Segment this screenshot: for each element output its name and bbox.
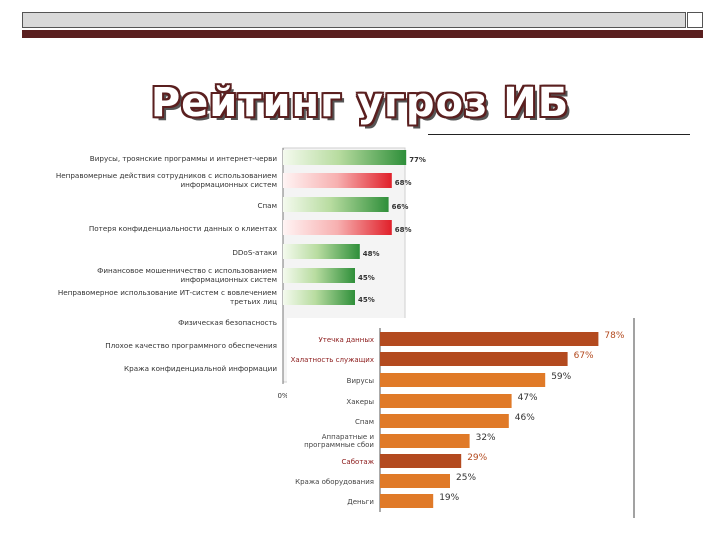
chart2-bar xyxy=(380,474,450,488)
chart2-bar xyxy=(380,332,599,346)
chart1-category-label: информационных систем xyxy=(181,180,277,189)
chart2-value-label: 25% xyxy=(456,473,476,483)
chart2-value-label: 46% xyxy=(515,413,535,423)
chart2-bar xyxy=(380,414,509,428)
chart1-value-label: 45% xyxy=(358,274,375,282)
chart1-bar xyxy=(283,197,389,212)
chart2-category-label: Деньги xyxy=(347,498,374,506)
frame-corner-square xyxy=(687,12,703,28)
chart1-value-label: 68% xyxy=(395,226,412,234)
chart1-value-label: 45% xyxy=(358,296,375,304)
chart1-value-label: 68% xyxy=(395,179,412,187)
chart2-bar xyxy=(380,434,470,448)
chart1-category-label: Неправомерное использование ИТ-систем с … xyxy=(58,288,277,297)
chart1-bar xyxy=(283,150,407,165)
chart2-category-label: Хакеры xyxy=(346,398,374,406)
chart1-category-label: Потеря конфиденциальности данных о клиен… xyxy=(89,224,278,233)
chart1-category-label: Неправомерные действия сотрудников с исп… xyxy=(56,171,277,180)
chart2-category-label: Саботаж xyxy=(342,458,375,466)
chart2-category-label: Спам xyxy=(355,418,374,426)
title-underline xyxy=(428,134,690,135)
chart1-category-label: Физическая безопасность xyxy=(178,318,277,327)
chart1-category-label: Плохое качество программного обеспечения xyxy=(105,341,277,350)
chart2-value-label: 78% xyxy=(604,331,624,341)
chart2-value-label: 47% xyxy=(518,393,538,403)
chart2-value-label: 29% xyxy=(467,453,487,463)
chart1-bar xyxy=(283,173,392,188)
chart2-bar xyxy=(380,352,568,366)
chart2-bar xyxy=(380,373,546,387)
chart1-axis-tick-label: 0% xyxy=(277,392,288,400)
chart2-bar xyxy=(380,454,462,468)
frame-bar-top xyxy=(22,12,686,28)
chart2-value-label: 19% xyxy=(439,493,459,503)
chart2-value-label: 67% xyxy=(574,351,594,361)
chart2-value-label: 59% xyxy=(551,372,571,382)
chart1-category-label: Вирусы, троянские программы и интернет-ч… xyxy=(90,154,278,163)
chart1-value-label: 48% xyxy=(363,250,380,258)
chart2-value-label: 32% xyxy=(476,433,496,443)
chart1-category-label: информационных систем xyxy=(181,275,277,284)
chart1-bar xyxy=(283,268,355,283)
chart2-category-label: программные сбои xyxy=(304,441,374,449)
chart1-category-label: третьих лиц xyxy=(230,297,277,306)
chart2-category-label: Аппаратные и xyxy=(322,433,374,441)
chart2-category-label: Вирусы xyxy=(347,377,374,385)
chart2-category-label: Кража оборудования xyxy=(295,478,374,486)
chart1-bar xyxy=(283,220,392,235)
chart1-category-label: DDoS-атаки xyxy=(232,248,277,257)
chart1-value-label: 77% xyxy=(409,156,426,164)
chart2-category-label: Халатность служащих xyxy=(291,356,374,364)
chart2-category-label: Утечка данных xyxy=(319,336,374,344)
chart1-value-label: 66% xyxy=(392,203,409,211)
chart2-bar xyxy=(380,394,512,408)
chart1-category-label: Кража конфиденциальной информации xyxy=(124,364,277,373)
chart1-bar xyxy=(283,290,355,305)
frame-bar-dark xyxy=(22,30,703,38)
chart1-category-label: Финансовое мошенничество с использование… xyxy=(97,266,277,275)
slide-title: Рейтинг угроз ИБ xyxy=(150,80,570,126)
chart1-bar xyxy=(283,244,360,259)
chart2-bar xyxy=(380,494,434,508)
chart1-category-label: Спам xyxy=(257,201,277,210)
